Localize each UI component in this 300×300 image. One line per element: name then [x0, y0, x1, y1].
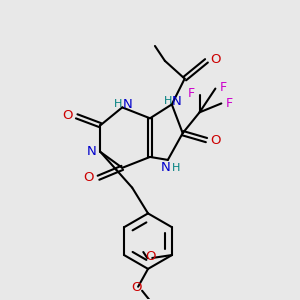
- Text: F: F: [226, 97, 233, 110]
- Text: F: F: [188, 87, 195, 100]
- Text: H: H: [164, 97, 172, 106]
- Text: O: O: [210, 53, 220, 66]
- Text: N: N: [87, 146, 96, 158]
- Text: O: O: [210, 134, 220, 147]
- Text: O: O: [145, 250, 155, 263]
- Text: O: O: [62, 109, 73, 122]
- Text: O: O: [83, 171, 94, 184]
- Text: H: H: [114, 99, 122, 110]
- Text: H: H: [172, 163, 180, 173]
- Text: F: F: [220, 81, 227, 94]
- Text: N: N: [172, 95, 182, 108]
- Text: N: N: [161, 161, 171, 174]
- Text: N: N: [122, 98, 132, 111]
- Text: O: O: [131, 281, 141, 294]
